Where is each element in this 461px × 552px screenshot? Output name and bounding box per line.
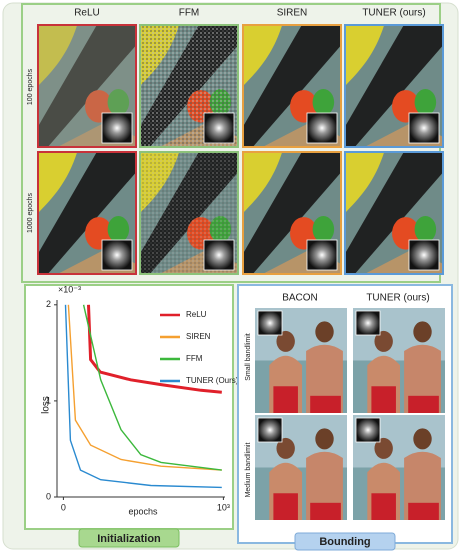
image-border — [37, 24, 137, 148]
line — [64, 304, 222, 489]
x-tick-label: 10³ — [217, 502, 230, 512]
row-label: Small bandlimit — [245, 333, 252, 381]
line — [82, 304, 222, 471]
image-grid — [255, 308, 445, 520]
fft-inset — [355, 417, 381, 443]
init-label-box — [78, 528, 180, 548]
legend-label: SIREN — [186, 332, 211, 341]
panel-label: Initialization — [97, 533, 161, 545]
line — [67, 304, 222, 471]
column-header: ReLU — [74, 8, 100, 19]
row-label: 100 epochs — [27, 68, 34, 105]
fft-inset — [203, 239, 235, 271]
column-header: SIREN — [277, 8, 308, 19]
x-axis-label: epochs — [128, 506, 158, 516]
row-label: Medium bandlimit — [245, 443, 252, 498]
y-axis-label: loss — [41, 396, 52, 414]
fft-inset — [408, 112, 440, 144]
column-header: BACON — [282, 293, 318, 304]
fft-inset — [203, 112, 235, 144]
legend-label: FFM — [186, 354, 203, 363]
fft-inset — [101, 239, 133, 271]
fft-inset — [355, 310, 381, 336]
fft-inset — [257, 417, 283, 443]
legend-label: TUNER (Ours) — [186, 376, 239, 385]
image-border — [37, 151, 137, 275]
x-tick-label: 0 — [61, 502, 66, 512]
panel-label: Bounding — [319, 536, 370, 548]
row-label: 1000 epochs — [27, 192, 34, 233]
column-header: FFM — [179, 8, 200, 19]
fft-inset — [306, 239, 338, 271]
fft-inset — [408, 239, 440, 271]
y-multiplier: ×10⁻³ — [58, 284, 81, 294]
image-grid — [37, 24, 444, 275]
column-header: TUNER (ours) — [362, 8, 425, 19]
fft-inset — [257, 310, 283, 336]
fft-inset — [306, 112, 338, 144]
y-tick-label: 1 — [46, 395, 51, 405]
legend-label: ReLU — [186, 310, 207, 319]
loss-chart: ×10⁻³ loss epochs 0 1 2 0 10³ ReLU SIREN FFM TUN… — [41, 284, 239, 516]
y-tick-label: 2 — [46, 299, 51, 309]
bounding-label-box — [294, 532, 396, 551]
image-border — [344, 151, 444, 275]
init-panel — [24, 284, 234, 530]
y-tick-label: 0 — [46, 491, 51, 501]
image-border — [242, 151, 342, 275]
image-border — [242, 24, 342, 148]
line — [87, 304, 222, 394]
top-headers: ReLU FFM SIREN TUNER (ours) 100 epochs 1… — [27, 8, 426, 233]
image-border — [344, 24, 444, 148]
fft-inset — [101, 112, 133, 144]
column-header: TUNER (ours) — [366, 293, 429, 304]
image-border — [139, 151, 239, 275]
image-border — [139, 24, 239, 148]
